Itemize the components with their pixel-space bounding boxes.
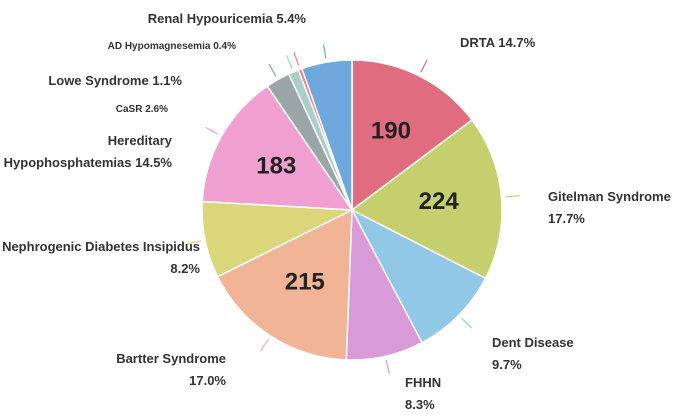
category-name: Lowe Syndrome — [48, 73, 149, 88]
leader-line — [461, 317, 472, 329]
leader-line — [285, 55, 293, 69]
percent-label: 17.7% — [548, 211, 585, 226]
percent-label: 14.5% — [135, 155, 172, 170]
slice-label: FHHN 8.3% — [405, 372, 465, 416]
pie-slice — [350, 208, 487, 344]
slice-label: Bartter Syndrome 17.0% — [86, 348, 226, 392]
category-name: Gitelman Syndrome — [548, 189, 671, 204]
slice-label: DRTA 14.7% — [460, 32, 600, 54]
slice-label: Nephrogenic Diabetes Insipidus 8.2% — [0, 236, 200, 280]
category-name: Nephrogenic Diabetes Insipidus — [2, 239, 200, 254]
category-name: Bartter Syndrome — [116, 351, 226, 366]
slice-label: AD Hypomagnesemia 0.4% — [56, 40, 236, 54]
slice-label: CaSR 2.6% — [68, 103, 168, 117]
leader-line — [385, 360, 390, 374]
pie-slice — [201, 85, 354, 211]
percent-label: 8.2% — [170, 261, 200, 276]
leader-line — [322, 44, 327, 59]
category-name: Renal Hypouricemia — [147, 11, 273, 26]
slice-label: Lowe Syndrome 1.1% — [2, 70, 182, 92]
leader-line — [187, 240, 202, 245]
slice-count: 224 — [419, 188, 460, 215]
category-name: CaSR — [115, 104, 143, 115]
category-name: Dent Disease — [492, 335, 574, 350]
pie-slice — [300, 59, 353, 211]
slice-count: 183 — [256, 153, 296, 180]
slice-label: Dent Disease 9.7% — [492, 332, 592, 376]
category-name: AD Hypomagnesemia — [107, 41, 211, 52]
category-name: FHHN — [405, 375, 442, 390]
category-name: DRTA — [460, 35, 495, 50]
percent-label: 14.7% — [498, 35, 536, 50]
percent-label: 17.0% — [189, 373, 226, 388]
leader-line — [260, 338, 269, 352]
leader-line — [293, 52, 300, 66]
leader-line — [205, 126, 219, 135]
slice-label: Gitelman Syndrome 17.7% — [548, 186, 688, 230]
percent-label: 9.7% — [492, 357, 522, 372]
pie-slice — [216, 208, 353, 361]
percent-label: 0.4% — [213, 41, 236, 52]
percent-label: 1.1% — [152, 73, 182, 88]
percent-label: 2.6% — [145, 104, 168, 115]
pie-slice — [351, 59, 474, 212]
category-name: Hereditary Hypophosphatemias — [3, 133, 172, 170]
leader-line — [505, 195, 520, 198]
slice-label: Renal Hypouricemia 5.4% — [106, 8, 306, 30]
slice-label: Hereditary Hypophosphatemias 14.5% — [2, 130, 172, 174]
pie-slice — [350, 118, 503, 280]
leader-line — [268, 63, 277, 77]
percent-label: 5.4% — [276, 11, 306, 26]
slice-count: 215 — [285, 268, 325, 295]
percent-label: 8.3% — [405, 397, 435, 412]
slice-count: 190 — [371, 118, 411, 145]
leader-line — [420, 59, 428, 73]
